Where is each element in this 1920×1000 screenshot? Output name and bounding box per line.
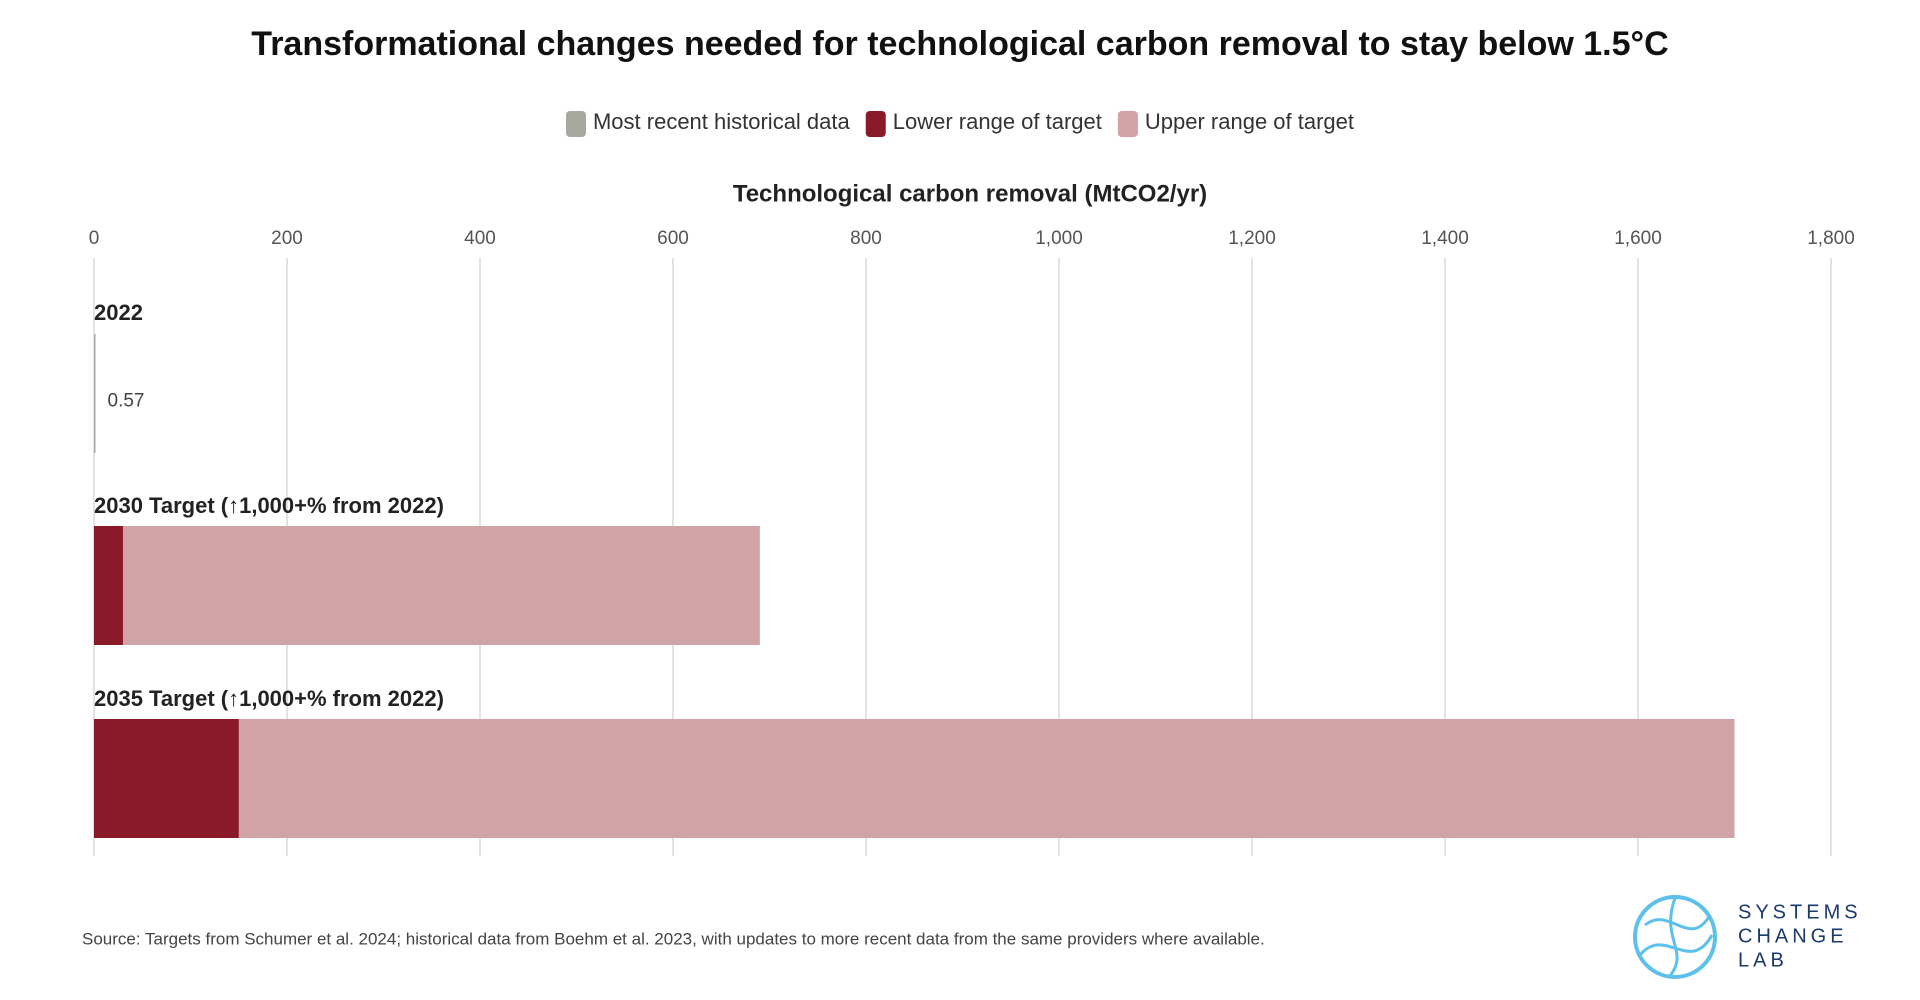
logo-text: LAB xyxy=(1738,949,1788,971)
source-note: Source: Targets from Schumer et al. 2024… xyxy=(82,929,1265,948)
logo-text: SYSTEMS xyxy=(1738,901,1862,923)
x-tick-label: 1,800 xyxy=(1807,228,1855,249)
bar xyxy=(94,719,1735,838)
bar xyxy=(94,526,760,645)
logo-circle xyxy=(1633,895,1717,979)
category-label: 2035 Target (↑1,000+% from 2022) xyxy=(94,686,444,711)
legend-swatch xyxy=(865,111,886,137)
x-tick-label: 1,200 xyxy=(1228,228,1276,249)
x-tick-label: 0 xyxy=(89,228,100,249)
legend-swatch xyxy=(565,111,586,137)
data-label: 0.57 xyxy=(108,391,145,412)
x-axis-title: Technological carbon removal (MtCO2/yr) xyxy=(733,180,1207,207)
legend: Most recent historical data Lower range o… xyxy=(565,109,1354,137)
bar xyxy=(94,526,123,645)
legend-label: Most recent historical data xyxy=(593,109,851,134)
x-tick-label: 1,600 xyxy=(1614,228,1662,249)
x-tick-label: 1,000 xyxy=(1035,228,1083,249)
chart-title: Transformational changes needed for tech… xyxy=(251,25,1668,63)
legend-label: Lower range of target xyxy=(893,109,1102,134)
x-tick-label: 400 xyxy=(464,228,496,249)
category-label: 2022 xyxy=(94,300,143,325)
legend-label: Upper range of target xyxy=(1145,109,1354,134)
logo: SYSTEMS CHANGE LAB xyxy=(1633,895,1862,979)
legend-swatch xyxy=(1117,111,1138,137)
x-tick-label: 200 xyxy=(271,228,303,249)
logo-text: CHANGE xyxy=(1738,925,1848,947)
x-tick-label: 800 xyxy=(850,228,882,249)
logo-waves xyxy=(1638,897,1714,977)
x-tick-label: 600 xyxy=(657,228,689,249)
bar xyxy=(94,719,239,838)
bar xyxy=(94,334,96,453)
category-label: 2030 Target (↑1,000+% from 2022) xyxy=(94,493,444,518)
x-tick-label: 1,400 xyxy=(1421,228,1469,249)
